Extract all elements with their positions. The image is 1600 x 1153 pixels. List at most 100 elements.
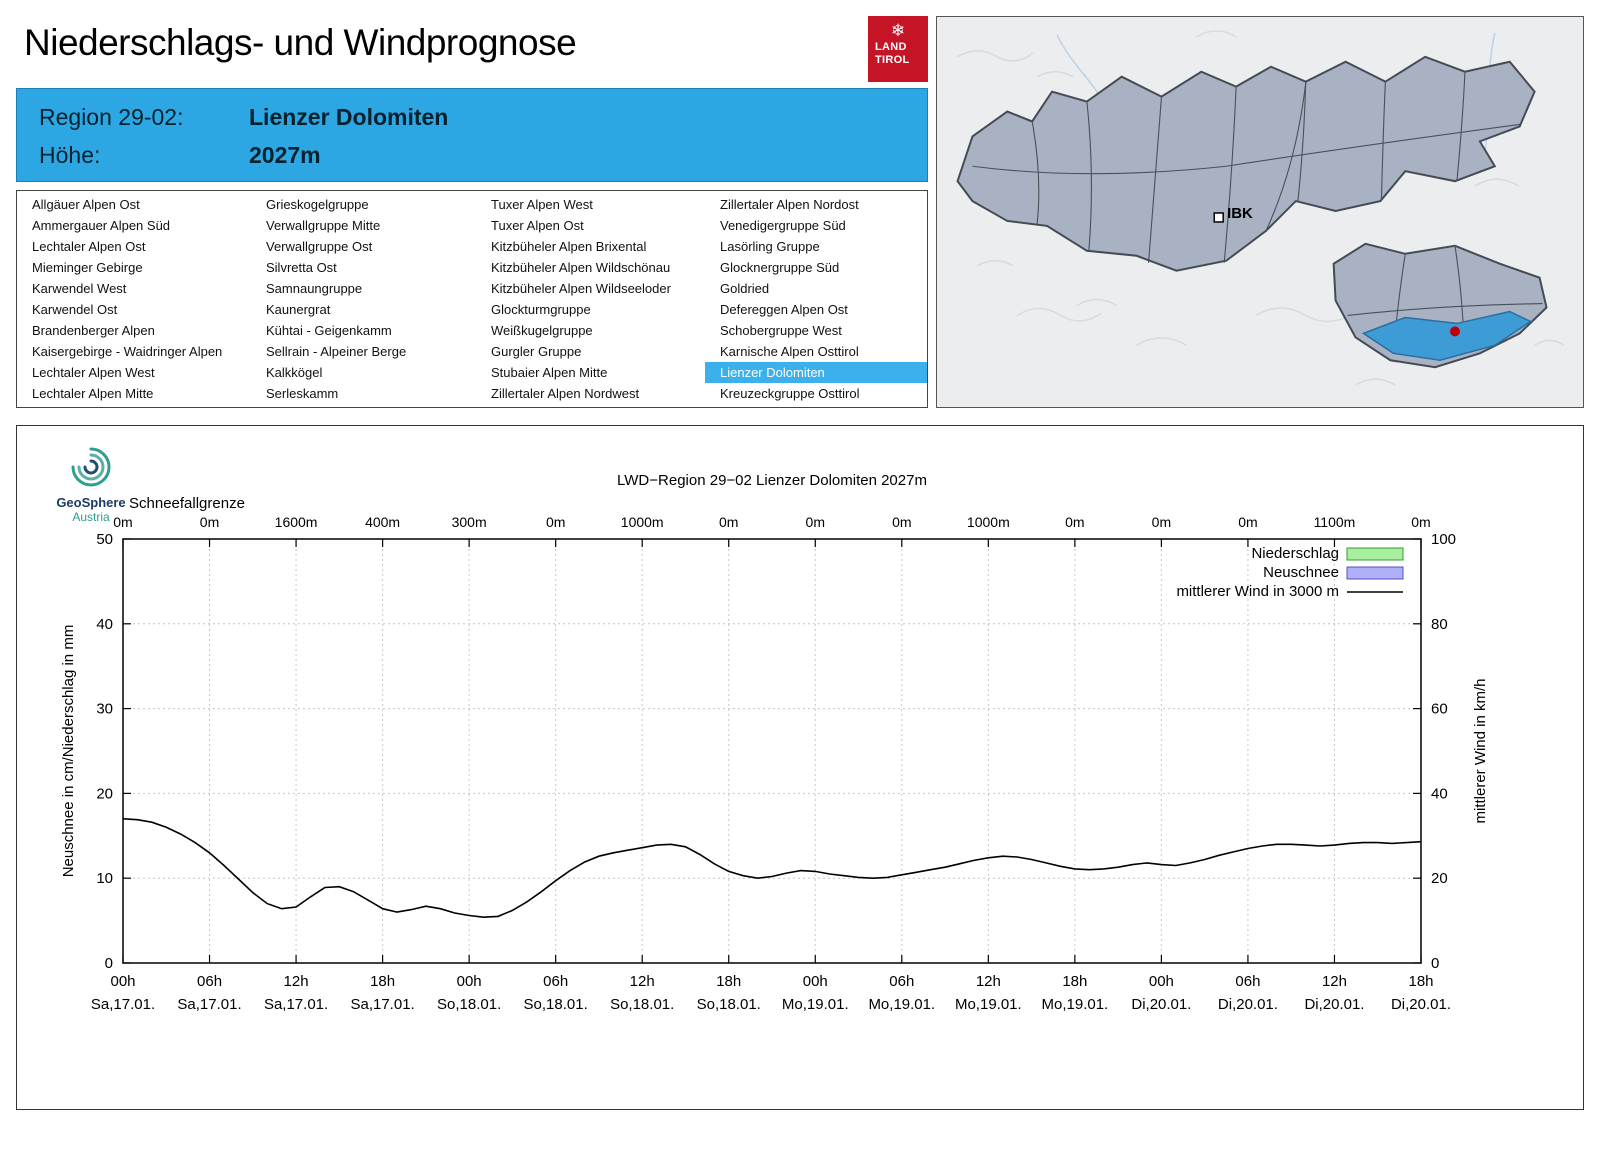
snowline-value: 400m xyxy=(365,514,400,530)
region-option[interactable]: Lechtaler Alpen Ost xyxy=(32,239,146,254)
snowline-value: 0m xyxy=(546,514,565,530)
x-tick-date: Mo,19.01. xyxy=(955,996,1022,1013)
ibk-square-icon xyxy=(1213,212,1224,223)
region-label: Region 29-02: xyxy=(39,103,184,130)
region-option[interactable]: Serleskamm xyxy=(266,386,339,401)
region-option[interactable]: Stubaier Alpen Mitte xyxy=(491,365,608,380)
region-option[interactable]: Gurgler Gruppe xyxy=(491,344,582,359)
left-tick-label: 50 xyxy=(96,531,113,548)
snowline-value: 300m xyxy=(452,514,487,530)
region-option[interactable]: Lienzer Dolomiten xyxy=(705,362,927,383)
north-tirol-region[interactable] xyxy=(956,55,1536,272)
region-option[interactable]: Verwallgruppe Mitte xyxy=(266,218,381,233)
region-option[interactable]: Kaunergrat xyxy=(266,302,331,317)
region-option[interactable]: Samnaungruppe xyxy=(266,281,363,296)
east-tirol-region[interactable] xyxy=(1332,242,1548,369)
region-option[interactable]: Kreuzeckgruppe Osttirol xyxy=(720,386,860,401)
region-option[interactable]: Tuxer Alpen Ost xyxy=(491,218,584,233)
snowline-value: 1600m xyxy=(275,514,318,530)
x-tick-time: 00h xyxy=(803,973,828,990)
x-tick-time: 00h xyxy=(110,973,135,990)
region-option[interactable]: Kaisergebirge - Waidringer Alpen xyxy=(32,344,223,359)
altitude-value: 2027m xyxy=(249,141,321,168)
region-option[interactable]: Venedigergruppe Süd xyxy=(720,218,846,233)
region-option[interactable]: Zillertaler Alpen Nordwest xyxy=(491,386,640,401)
snowline-value: 0m xyxy=(1152,514,1171,530)
snowline-value: 1000m xyxy=(621,514,664,530)
ibk-label: IBK xyxy=(1227,205,1253,222)
region-option[interactable]: Mieminger Gebirge xyxy=(32,260,143,275)
wind-line xyxy=(122,818,1422,919)
region-option[interactable]: Karwendel Ost xyxy=(32,302,118,317)
legend-label: Niederschlag xyxy=(1251,545,1339,562)
x-tick-time: 18h xyxy=(1408,973,1433,990)
logo-text-land: LAND xyxy=(875,41,907,53)
region-option[interactable]: Allgäuer Alpen Ost xyxy=(32,197,140,212)
region-option[interactable]: Karwendel West xyxy=(32,281,127,296)
region-option[interactable]: Sellrain - Alpeiner Berge xyxy=(266,344,407,359)
region-option[interactable]: Goldried xyxy=(720,281,770,296)
x-tick-date: So,18.01. xyxy=(697,996,761,1013)
snowline-value: 0m xyxy=(200,514,219,530)
x-tick-time: 18h xyxy=(1062,973,1087,990)
region-option[interactable]: Kitzbüheler Alpen Wildschönau xyxy=(491,260,671,275)
region-option[interactable]: Kitzbüheler Alpen Wildseeloder xyxy=(491,281,671,296)
x-tick-time: 12h xyxy=(1322,973,1347,990)
x-tick-date: Di,20.01. xyxy=(1131,996,1191,1013)
x-tick-date: Mo,19.01. xyxy=(868,996,935,1013)
snowline-value: 1000m xyxy=(967,514,1010,530)
snowline-label: Schneefallgrenze xyxy=(129,495,245,512)
geosphere-spiral-icon xyxy=(71,447,111,487)
station-marker-dot xyxy=(1450,326,1460,337)
region-option[interactable]: Glockturmgruppe xyxy=(491,302,591,317)
x-tick-date: So,18.01. xyxy=(437,996,501,1013)
snowline-value: 1100m xyxy=(1314,514,1356,530)
left-tick-label: 20 xyxy=(96,785,113,802)
region-option[interactable]: Lechtaler Alpen Mitte xyxy=(32,386,154,401)
geosphere-logo: GeoSphere Austria xyxy=(43,444,139,524)
region-option[interactable]: Karnische Alpen Osttirol xyxy=(720,344,859,359)
region-lienzer-dolomiten-highlight[interactable] xyxy=(1361,310,1533,362)
x-tick-date: So,18.01. xyxy=(524,996,588,1013)
region-option[interactable]: Silvretta Ost xyxy=(266,260,337,275)
x-tick-time: 12h xyxy=(976,973,1001,990)
region-option[interactable]: Verwallgruppe Ost xyxy=(266,239,373,254)
left-tick-label: 10 xyxy=(96,870,113,887)
region-option[interactable]: Weißkugelgruppe xyxy=(491,323,593,338)
region-table: Allgäuer Alpen Ost Ammergauer Alpen Süd Le… xyxy=(16,190,928,408)
chart-title: LWD−Region 29−02 Lienzer Dolomiten 2027m xyxy=(617,472,927,489)
snowline-value: 0m xyxy=(892,514,911,530)
altitude-label: Höhe: xyxy=(39,141,101,168)
region-option[interactable]: Zillertaler Alpen Nordost xyxy=(720,197,859,212)
x-tick-time: 06h xyxy=(543,973,568,990)
district-borders xyxy=(972,71,1520,263)
region-option[interactable]: Lasörling Gruppe xyxy=(720,239,820,254)
region-option[interactable]: Defereggen Alpen Ost xyxy=(720,302,848,317)
x-tick-time: 18h xyxy=(716,973,741,990)
snowline-value: 0m xyxy=(113,514,132,530)
legend-swatch xyxy=(1346,566,1404,580)
region-option[interactable]: Lechtaler Alpen West xyxy=(32,365,155,380)
x-tick-date: Mo,19.01. xyxy=(1042,996,1109,1013)
region-banner: Region 29-02: Lienzer Dolomiten Höhe: 20… xyxy=(16,88,928,182)
region-option[interactable]: Kitzbüheler Alpen Brixental xyxy=(491,239,647,254)
region-option[interactable]: Glocknergruppe Süd xyxy=(720,260,840,275)
x-tick-date: Di,20.01. xyxy=(1304,996,1364,1013)
x-tick-time: 12h xyxy=(630,973,655,990)
plot-frame xyxy=(122,538,1422,964)
region-option[interactable]: Kalkkögel xyxy=(266,365,323,380)
region-option[interactable]: Brandenberger Alpen xyxy=(32,323,155,338)
region-option[interactable]: Ammergauer Alpen Süd xyxy=(32,218,171,233)
legend-label: Neuschnee xyxy=(1263,564,1339,581)
region-option[interactable]: Tuxer Alpen West xyxy=(491,197,593,212)
snowflake-icon: ❄ xyxy=(890,21,906,40)
left-tick-label: 40 xyxy=(96,616,113,633)
region-option[interactable]: Grieskogelgruppe xyxy=(266,197,369,212)
geosphere-name: GeoSphere xyxy=(56,495,126,510)
region-option[interactable]: Schobergruppe West xyxy=(720,323,842,338)
snowline-value: 0m xyxy=(719,514,738,530)
snowline-value: 0m xyxy=(806,514,825,530)
snowline-value: 0m xyxy=(1238,514,1257,530)
region-option[interactable]: Kühtai - Geigenkamm xyxy=(266,323,392,338)
tirol-map[interactable]: IBK xyxy=(936,16,1584,408)
